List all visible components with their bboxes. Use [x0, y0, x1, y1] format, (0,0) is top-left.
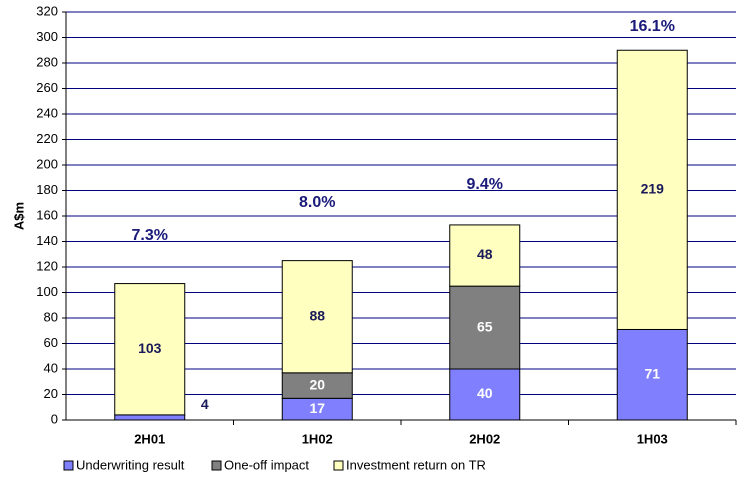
x-tick-label: 2H02: [469, 431, 500, 446]
y-tick-label: 0: [51, 411, 58, 426]
y-tick-label: 20: [44, 386, 58, 401]
value-label: 103: [138, 340, 162, 356]
value-label: 88: [309, 307, 325, 323]
bar-segment: [281, 372, 353, 399]
legend-swatch: [63, 460, 74, 471]
y-tick-label: 140: [36, 233, 58, 248]
value-label: 219: [641, 181, 665, 197]
value-label: 48: [477, 246, 493, 262]
value-label: 71: [644, 365, 660, 381]
value-label: 40: [477, 385, 493, 401]
y-tick-label: 60: [44, 335, 58, 350]
y-tick-label: 320: [36, 3, 58, 18]
value-label: 4: [201, 396, 209, 412]
bar-segment: [114, 283, 186, 416]
y-tick-label: 200: [36, 156, 58, 171]
bar-segment: [449, 224, 521, 287]
legend-label: One-off impact: [224, 457, 309, 472]
value-label: 17: [309, 400, 325, 416]
bar-segment: [449, 285, 521, 370]
x-tick-label: 2H01: [134, 431, 165, 446]
y-tick-label: 160: [36, 207, 58, 222]
legend-label: Investment return on TR: [346, 457, 486, 472]
y-tick-label: 300: [36, 29, 58, 44]
y-tick-label: 100: [36, 284, 58, 299]
bar-segment: [616, 328, 688, 421]
annotation: 9.4%: [467, 176, 503, 193]
value-label: 65: [477, 318, 493, 334]
bar-segment: [281, 260, 353, 374]
legend-swatch: [211, 460, 222, 471]
y-tick-label: 180: [36, 182, 58, 197]
x-tick-label: 1H02: [302, 431, 333, 446]
legend-label: Underwriting result: [76, 457, 185, 472]
y-tick-label: 220: [36, 131, 58, 146]
annotation: 16.1%: [630, 18, 675, 35]
y-tick-label: 40: [44, 360, 58, 375]
y-tick-label: 80: [44, 309, 58, 324]
bar-segment: [114, 414, 186, 421]
annotation: 7.3%: [132, 227, 168, 244]
y-tick-label: 260: [36, 80, 58, 95]
bar-segment: [616, 49, 688, 330]
y-tick-label: 240: [36, 105, 58, 120]
legend-swatch: [333, 460, 344, 471]
x-tick-label: 1H03: [637, 431, 668, 446]
bar-segment: [449, 368, 521, 421]
value-label: 20: [309, 376, 325, 392]
y-tick-label: 280: [36, 54, 58, 69]
y-axis-label: A$m: [11, 202, 26, 230]
annotation: 8.0%: [299, 194, 335, 211]
y-tick-label: 120: [36, 258, 58, 273]
